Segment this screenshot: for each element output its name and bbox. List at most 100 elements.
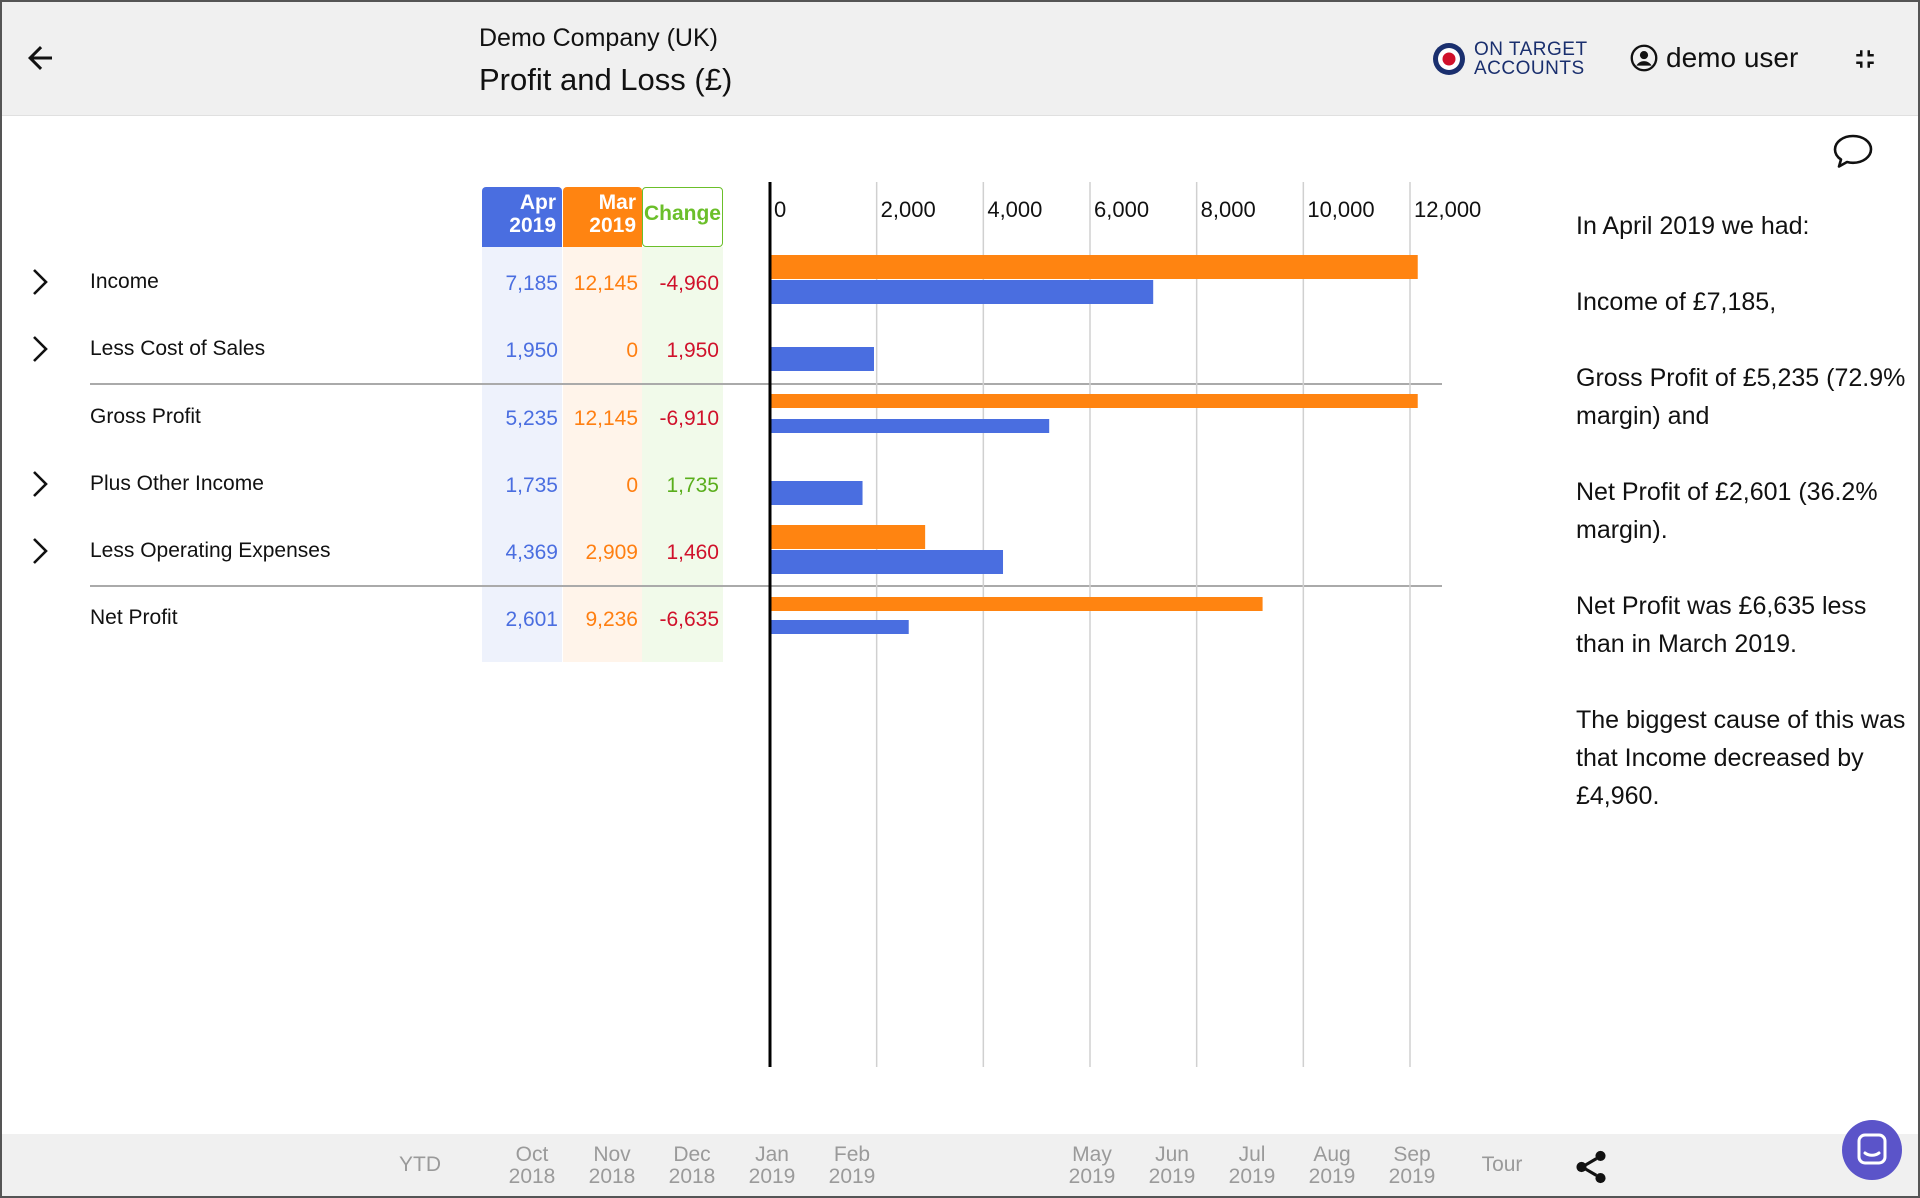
narrative-panel: In April 2019 we had: Income of £7,185, … bbox=[1576, 207, 1906, 853]
row-label: Less Operating Expenses bbox=[90, 539, 331, 562]
tick-label: 10,000 bbox=[1307, 197, 1374, 222]
column-header-change[interactable]: Change bbox=[642, 187, 723, 247]
bar-mar-0 bbox=[770, 255, 1418, 279]
timeline-jul-2019[interactable]: Jul 2019 bbox=[1222, 1144, 1282, 1188]
back-arrow-icon[interactable] bbox=[22, 40, 58, 76]
mar-year: 2019 bbox=[589, 214, 636, 237]
apr-column-bg bbox=[482, 247, 562, 662]
row-mar-value: 12,145 bbox=[573, 272, 638, 295]
column-header-apr[interactable]: Apr 2019 bbox=[482, 187, 562, 247]
chevron-right-icon[interactable] bbox=[28, 535, 52, 567]
timeline-year: 2019 bbox=[1228, 1165, 1276, 1188]
tick-label: 0 bbox=[774, 197, 786, 222]
chat-icon bbox=[1857, 1133, 1887, 1165]
bar-apr-2 bbox=[770, 419, 1050, 433]
row-mar-value: 2,909 bbox=[585, 541, 638, 564]
timeline-dec-2018[interactable]: Dec 2018 bbox=[662, 1144, 722, 1188]
share-icon[interactable] bbox=[1572, 1148, 1610, 1186]
narrative-intro: In April 2019 we had: bbox=[1576, 212, 1810, 240]
timeline-year: 2019 bbox=[828, 1165, 876, 1188]
brand-logo: ON TARGET ACCOUNTS bbox=[1432, 40, 1588, 78]
row-change-value: -4,960 bbox=[659, 272, 719, 295]
mar-month: Mar bbox=[598, 191, 636, 214]
row-mar-value: 0 bbox=[626, 474, 638, 497]
apr-year: 2019 bbox=[509, 214, 556, 237]
column-header-mar[interactable]: Mar 2019 bbox=[563, 187, 642, 247]
row-label: Gross Profit bbox=[90, 405, 201, 428]
timeline-aug-2019[interactable]: Aug 2019 bbox=[1302, 1144, 1362, 1188]
table-row-gross-profit: Gross Profit 5,235 12,145 -6,910 bbox=[2, 385, 732, 452]
header: Demo Company (UK) Profit and Loss (£) ON… bbox=[2, 2, 1918, 116]
timeline-month: May bbox=[1072, 1143, 1112, 1166]
comment-icon[interactable] bbox=[1832, 132, 1874, 170]
chat-launcher-button[interactable] bbox=[1842, 1120, 1902, 1180]
row-change-value: -6,910 bbox=[659, 407, 719, 430]
row-apr-value: 5,235 bbox=[505, 407, 558, 430]
row-mar-value: 0 bbox=[626, 339, 638, 362]
timeline-month: Jul bbox=[1238, 1143, 1266, 1166]
table-row-other-income: Plus Other Income 1,735 0 1,735 bbox=[2, 452, 732, 519]
collapse-icon[interactable] bbox=[1850, 44, 1880, 74]
timeline-nov-2018[interactable]: Nov 2018 bbox=[582, 1144, 642, 1188]
bar-apr-3 bbox=[770, 481, 863, 505]
narrative-cause: The biggest cause of this was that Incom… bbox=[1576, 706, 1906, 810]
row-change-value: 1,735 bbox=[666, 474, 719, 497]
timeline-jun-2019[interactable]: Jun 2019 bbox=[1142, 1144, 1202, 1188]
user-menu[interactable]: demo user bbox=[1630, 42, 1798, 74]
chevron-right-icon[interactable] bbox=[28, 266, 52, 298]
timeline-bar: YTD Oct 2018 Nov 2018 Dec 2018 Jan 2019 … bbox=[2, 1134, 1918, 1196]
row-label: Income bbox=[90, 270, 159, 293]
bar-mar-2 bbox=[770, 394, 1418, 408]
chevron-right-icon[interactable] bbox=[28, 333, 52, 365]
row-label: Net Profit bbox=[90, 606, 178, 629]
narrative-gross-profit: Gross Profit of £5,235 (72.9% margin) an… bbox=[1576, 364, 1906, 430]
timeline-jan-2019[interactable]: Jan 2019 bbox=[742, 1144, 802, 1188]
timeline-year: 2018 bbox=[588, 1165, 636, 1188]
row-mar-value: 12,145 bbox=[573, 407, 638, 430]
timeline-month: Oct bbox=[515, 1143, 549, 1166]
mar-column-bg bbox=[563, 247, 642, 662]
tick-label: 4,000 bbox=[987, 197, 1042, 222]
page-title: Profit and Loss (£) bbox=[479, 62, 733, 97]
table-row-operating-expenses: Less Operating Expenses 4,369 2,909 1,46… bbox=[2, 519, 732, 586]
row-change-value: 1,950 bbox=[666, 339, 719, 362]
table-row-income: Income 7,185 12,145 -4,960 bbox=[2, 250, 732, 317]
brand-name: ON TARGET ACCOUNTS bbox=[1474, 40, 1588, 78]
chevron-right-icon[interactable] bbox=[28, 468, 52, 500]
bar-apr-1 bbox=[770, 347, 874, 371]
narrative-comparison: Net Profit was £6,635 less than in March… bbox=[1576, 592, 1867, 658]
user-name: demo user bbox=[1666, 42, 1799, 73]
timeline-month: Nov bbox=[593, 1143, 631, 1166]
timeline-year: 2019 bbox=[748, 1165, 796, 1188]
timeline-year: 2019 bbox=[1308, 1165, 1356, 1188]
bar-apr-0 bbox=[770, 280, 1154, 304]
timeline-ytd[interactable]: YTD bbox=[399, 1153, 441, 1176]
bar-apr-5 bbox=[770, 620, 909, 634]
divider bbox=[90, 383, 1442, 385]
brand-line-2: ACCOUNTS bbox=[1474, 58, 1585, 79]
company-name: Demo Company (UK) bbox=[479, 24, 718, 52]
timeline-month: Aug bbox=[1313, 1143, 1351, 1166]
timeline-month: Jan bbox=[755, 1143, 789, 1166]
timeline-year: 2019 bbox=[1068, 1165, 1116, 1188]
tick-label: 2,000 bbox=[881, 197, 936, 222]
timeline-may-2019[interactable]: May 2019 bbox=[1062, 1144, 1122, 1188]
timeline-oct-2018[interactable]: Oct 2018 bbox=[502, 1144, 562, 1188]
tour-link[interactable]: Tour bbox=[1481, 1153, 1523, 1176]
timeline-sep-2019[interactable]: Sep 2019 bbox=[1382, 1144, 1442, 1188]
row-change-value: 1,460 bbox=[666, 541, 719, 564]
change-column-bg bbox=[642, 247, 723, 662]
narrative-income: Income of £7,185, bbox=[1576, 288, 1777, 316]
tick-label: 8,000 bbox=[1201, 197, 1256, 222]
timeline-year: 2018 bbox=[508, 1165, 556, 1188]
target-logo-icon bbox=[1433, 43, 1465, 75]
row-apr-value: 4,369 bbox=[505, 541, 558, 564]
row-apr-value: 2,601 bbox=[505, 608, 558, 631]
bar-chart: 0 2,000 4,000 6,000 8,000 10,000 12,000 bbox=[768, 182, 1481, 1067]
row-apr-value: 1,950 bbox=[505, 339, 558, 362]
timeline-month: Sep bbox=[1393, 1143, 1431, 1166]
tick-label: 6,000 bbox=[1094, 197, 1149, 222]
table-row-cost-of-sales: Less Cost of Sales 1,950 0 1,950 bbox=[2, 317, 732, 384]
timeline-feb-2019[interactable]: Feb 2019 bbox=[822, 1144, 882, 1188]
